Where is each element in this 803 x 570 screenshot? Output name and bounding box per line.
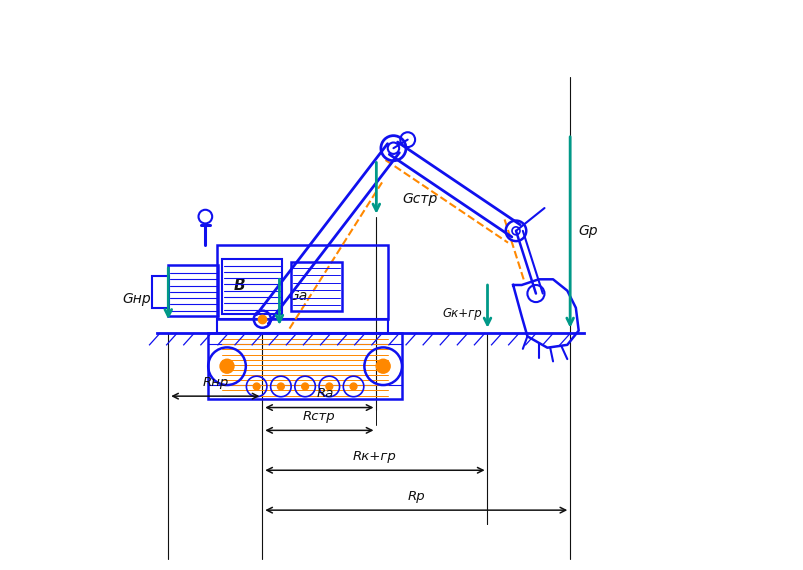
- Text: B: B: [234, 278, 245, 292]
- Bar: [217, 319, 387, 333]
- Text: Rк+гр: Rк+гр: [353, 450, 397, 463]
- Text: Gа: Gа: [287, 290, 307, 303]
- Bar: [217, 245, 387, 319]
- Text: Rнр: Rнр: [202, 376, 228, 389]
- Bar: [168, 265, 218, 316]
- Text: Gстр: Gстр: [402, 193, 437, 206]
- Circle shape: [277, 383, 284, 390]
- Text: Rстр: Rстр: [303, 410, 335, 423]
- Circle shape: [301, 383, 308, 390]
- Circle shape: [325, 383, 332, 390]
- Bar: [291, 262, 342, 311]
- Text: Gк+гр: Gк+гр: [442, 307, 481, 320]
- Circle shape: [376, 360, 389, 373]
- Bar: [208, 333, 402, 399]
- Text: Rа: Rа: [316, 387, 333, 400]
- Text: Rр: Rр: [407, 490, 425, 503]
- Circle shape: [349, 383, 357, 390]
- Circle shape: [220, 360, 234, 373]
- Text: Gнр: Gнр: [123, 292, 151, 306]
- Text: Gр: Gр: [578, 224, 597, 238]
- Bar: [152, 276, 169, 308]
- Bar: [222, 259, 282, 314]
- Circle shape: [253, 383, 259, 390]
